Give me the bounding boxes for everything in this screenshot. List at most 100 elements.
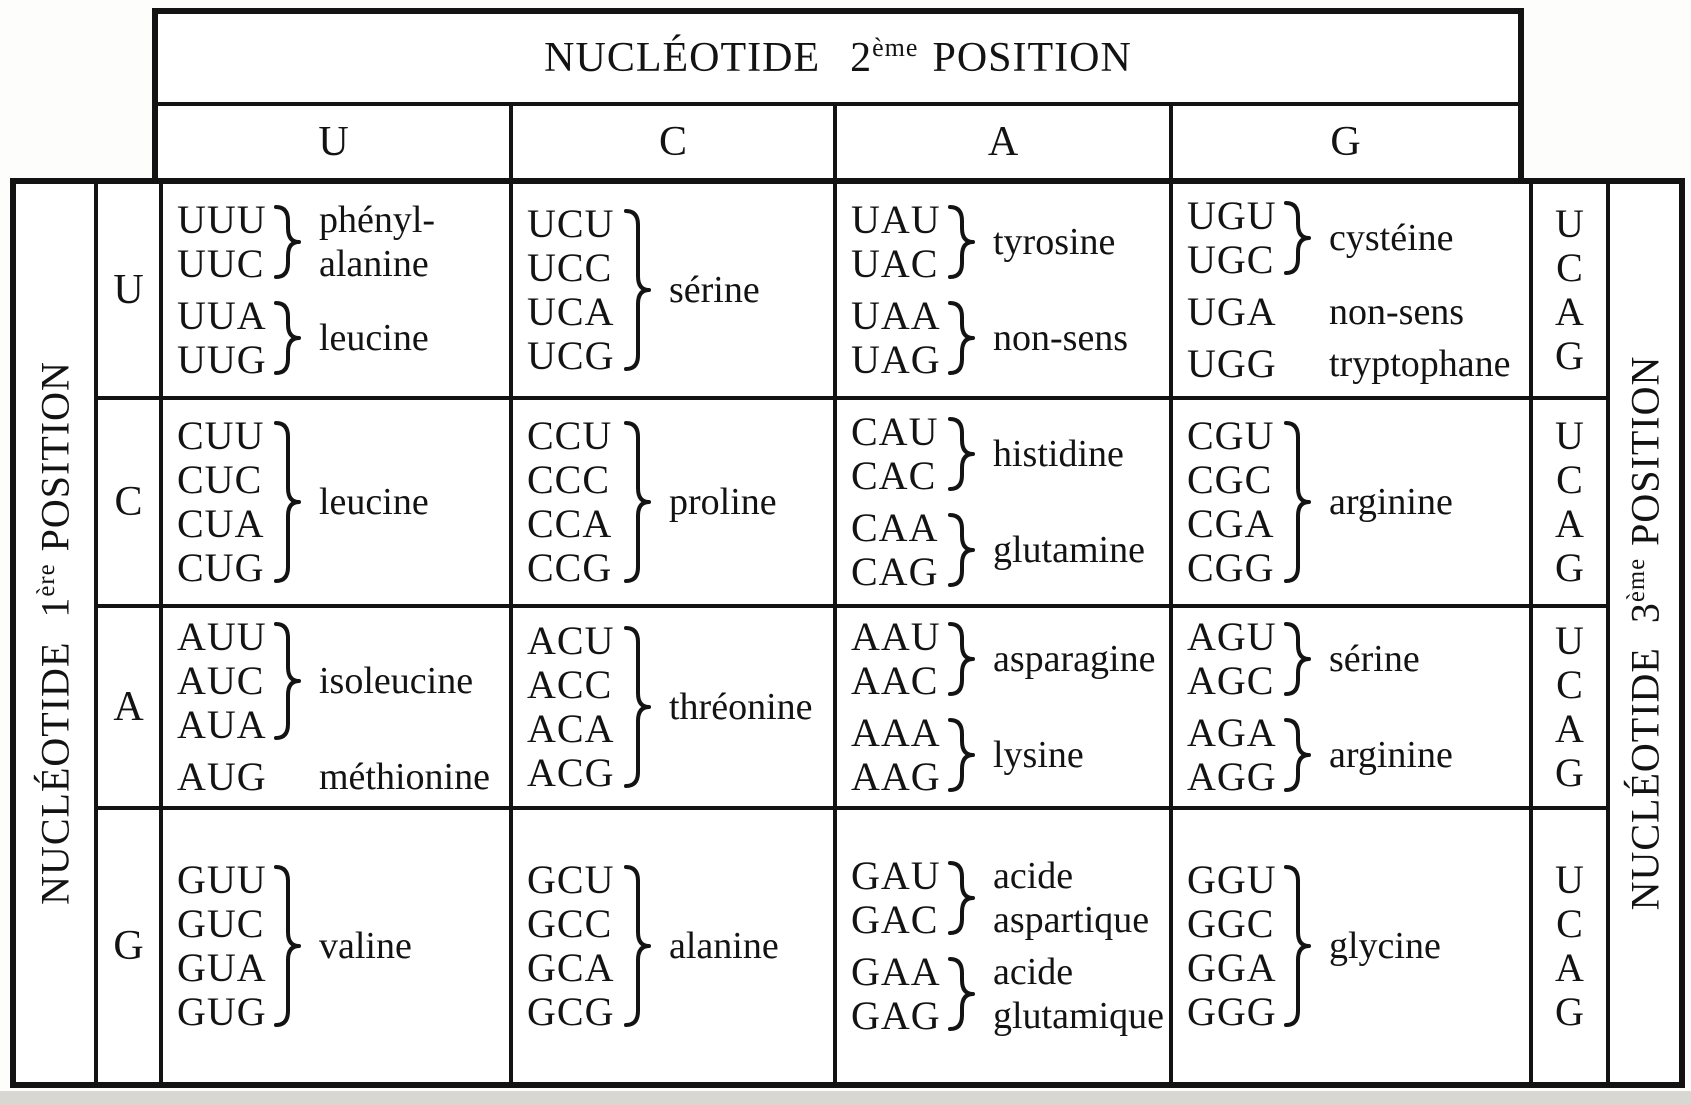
amino-acid-label: sérine	[669, 269, 760, 311]
amino-acid-label: asparagine	[993, 638, 1156, 680]
codon-UGG: UGG	[1187, 341, 1277, 386]
brace-icon	[623, 421, 653, 583]
codon-UGC: UGC	[1187, 237, 1275, 282]
third-position-letter-A: A	[1555, 501, 1584, 546]
codon-CGG: CGG	[1187, 545, 1275, 590]
codon-UAU: UAU	[851, 197, 941, 242]
codon-GCC: GCC	[527, 901, 613, 946]
brace-icon	[623, 865, 653, 1027]
amino-acid-label: acide glutamique	[993, 951, 1164, 1037]
codon-UGA: UGA	[1187, 289, 1277, 334]
codon-AAU: AAU	[851, 614, 941, 659]
codon-AUC: AUC	[177, 658, 265, 703]
column-header-A: A	[833, 106, 1169, 178]
codon-GAA: GAA	[851, 949, 941, 994]
brace-icon	[947, 622, 977, 696]
codon-group: GGU GGC GGA GGG glycine	[1187, 858, 1529, 1034]
codon-group: AUU AUC AUA isoleucine	[177, 615, 509, 747]
third-position-axis-label: NUCLÉOTIDE3èmePOSITION	[1622, 355, 1667, 911]
brace-icon	[947, 861, 977, 935]
codon-GGA: GGA	[1187, 945, 1277, 990]
third-position-letter-U: U	[1555, 857, 1584, 902]
codon-CUC: CUC	[177, 457, 263, 502]
cell-AA: AAU AAC asparagine AAA AAG lysine	[833, 604, 1169, 806]
row-header-A: A	[94, 604, 159, 806]
title-word-position: POSITION	[932, 35, 1132, 81]
codon-group: AGU AGC sérine	[1187, 615, 1529, 703]
codon-AAA: AAA	[851, 710, 941, 755]
codon-group: AGA AGG arginine	[1187, 711, 1529, 799]
codon-group: GAU GAC acide aspartique	[851, 854, 1169, 942]
amino-acid-label: glycine	[1329, 925, 1441, 967]
codon-UCA: UCA	[527, 289, 615, 334]
third-position-letter-A: A	[1555, 289, 1584, 334]
cell-UA: UAU UAC tyrosine UAA UAG non-sens	[833, 184, 1169, 396]
codon-GGG: GGG	[1187, 989, 1277, 1034]
codon-GGU: GGU	[1187, 857, 1277, 902]
amino-acid-label: histidine	[993, 433, 1124, 475]
brace-icon	[623, 626, 653, 788]
codon-AGU: AGU	[1187, 614, 1277, 659]
codon-group: AAU AAC asparagine	[851, 615, 1169, 703]
row-header-C: C	[94, 396, 159, 604]
codon-ACG: ACG	[527, 750, 615, 795]
third-position-letter-G: G	[1555, 750, 1584, 795]
row-header-G: G	[94, 806, 159, 1082]
codon-UGU: UGU	[1187, 193, 1277, 238]
cell-AG: AGU AGC sérine AGA AGG arginine	[1169, 604, 1529, 806]
codon-group: UAA UAG non-sens	[851, 294, 1169, 382]
codon-group: UUU UUC phényl-alanine	[177, 198, 509, 286]
brace-icon	[273, 205, 303, 279]
third-position-letter-U: U	[1555, 201, 1584, 246]
codon-group: AUG méthionine	[177, 755, 509, 799]
codon-group: GCU GCC GCA GCG alanine	[527, 858, 833, 1034]
cell-UG: UGU UGC cystéine UGA non-sens UGG tryptophane	[1169, 184, 1529, 396]
codon-group: CAU CAC histidine	[851, 410, 1169, 498]
codon-group: UCU UCC UCA UCG sérine	[527, 202, 833, 378]
codon-UUG: UUG	[177, 337, 267, 382]
third-position-letter-A: A	[1555, 945, 1584, 990]
third-position-letter-G: G	[1555, 333, 1584, 378]
cell-CG: CGU CGC CGA CGG arginine	[1169, 396, 1529, 604]
codon-AGC: AGC	[1187, 658, 1275, 703]
amino-acid-label: leucine	[319, 317, 429, 359]
codon-CUU: CUU	[177, 413, 265, 458]
amino-acid-label: tyrosine	[993, 221, 1116, 263]
codon-CGA: CGA	[1187, 501, 1275, 546]
third-position-letter-C: C	[1556, 901, 1583, 946]
codon-CGU: CGU	[1187, 413, 1275, 458]
codon-ACU: ACU	[527, 618, 615, 663]
amino-acid-label: glutamine	[993, 529, 1145, 571]
amino-acid-label: non-sens	[993, 317, 1129, 359]
amino-acid-label: proline	[669, 481, 777, 523]
codon-UCG: UCG	[527, 333, 615, 378]
codon-UUC: UUC	[177, 241, 265, 286]
cell-CC: CCU CCC CCA CCG proline	[509, 396, 833, 604]
codon-GCA: GCA	[527, 945, 615, 990]
codon-AUU: AUU	[177, 614, 267, 659]
brace-icon	[1283, 718, 1313, 792]
cell-GC: GCU GCC GCA GCG alanine	[509, 806, 833, 1082]
codon-group: ACU ACC ACA ACG thréonine	[527, 619, 833, 795]
codon-GCU: GCU	[527, 857, 615, 902]
third-position-axis: NUCLÉOTIDE3èmePOSITION	[1606, 184, 1679, 1082]
amino-acid-label: arginine	[1329, 734, 1453, 776]
row-header-U: U	[94, 184, 159, 396]
amino-acid-label: sérine	[1329, 638, 1420, 680]
brace-icon	[947, 301, 977, 375]
codon-CGC: CGC	[1187, 457, 1273, 502]
column-header-U: U	[318, 119, 349, 165]
third-position-letter-C: C	[1556, 662, 1583, 707]
cell-GU: GUU GUC GUA GUG valine	[159, 806, 509, 1082]
codon-GAC: GAC	[851, 897, 939, 942]
codon-GUU: GUU	[177, 857, 267, 902]
second-position-title: NUCLÉOTIDE 2ème POSITION	[158, 14, 1518, 106]
brace-icon	[947, 513, 977, 587]
third-position-letter-G: G	[1555, 545, 1584, 590]
amino-acid-label: cystéine	[1329, 217, 1454, 259]
second-position-letter-row: U C A G	[158, 106, 1518, 178]
brace-icon	[273, 865, 303, 1027]
